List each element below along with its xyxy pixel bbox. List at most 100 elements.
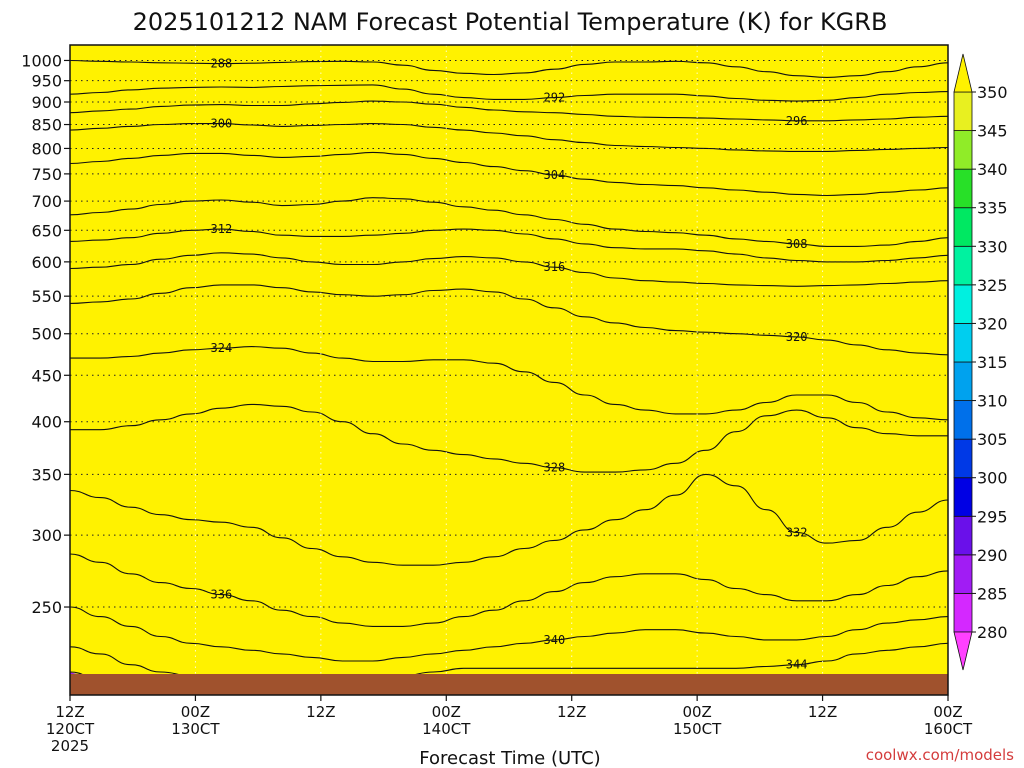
contour-label-332: 332 <box>786 526 808 540</box>
contour-label-340: 340 <box>544 633 566 647</box>
contour-label-336: 336 <box>211 588 233 602</box>
colorbar-segment-295 <box>953 477 973 517</box>
colorbar-segment-320 <box>953 284 973 324</box>
colorbar-segment-330 <box>953 207 973 247</box>
contour-line-336 <box>70 553 948 627</box>
colorbar-segment-310 <box>953 361 973 401</box>
y-tick-label-600: 600 <box>31 253 62 272</box>
x-tick-label-36-1: 00Z <box>432 703 461 721</box>
contour-label-296: 296 <box>786 114 808 128</box>
contour-line-304 <box>70 151 948 197</box>
x-tick-label-60-1: 00Z <box>682 703 711 721</box>
contour-line-320 <box>70 284 948 356</box>
colorbar-label-335: 335 <box>977 199 1008 218</box>
y-tick-label-750: 750 <box>31 165 62 184</box>
chart-title: 2025101212 NAM Forecast Potential Temper… <box>133 8 888 36</box>
contour-label-288: 288 <box>211 57 233 71</box>
colorbar-label-320: 320 <box>977 314 1008 333</box>
colorbar-segment-340 <box>953 130 973 170</box>
colorbar-segment-305 <box>953 400 973 440</box>
y-tick-label-500: 500 <box>31 325 62 344</box>
plot-frame <box>69 44 949 696</box>
contour-label-304: 304 <box>544 168 566 182</box>
y-tick-label-350: 350 <box>31 465 62 484</box>
contour-label-300: 300 <box>211 117 233 131</box>
y-tick-label-250: 250 <box>31 598 62 617</box>
contour-line-312 <box>70 228 948 263</box>
ground-band <box>70 674 948 695</box>
x-tick-label-84-2: 160CT <box>924 720 973 738</box>
colorbar-extend-bottom <box>953 631 973 671</box>
colorbar-label-330: 330 <box>977 237 1008 256</box>
colorbar-label-285: 285 <box>977 584 1008 603</box>
colorbar-label-305: 305 <box>977 430 1008 449</box>
contour-label-320: 320 <box>786 330 808 344</box>
contour-label-324: 324 <box>211 341 233 355</box>
y-tick-label-450: 450 <box>31 366 62 385</box>
colorbar-label-280: 280 <box>977 623 1008 642</box>
y-tick-label-800: 800 <box>31 139 62 158</box>
x-tick-label-84-1: 00Z <box>933 703 962 721</box>
colorbar-segment-345 <box>953 91 973 131</box>
y-tick-label-550: 550 <box>31 287 62 306</box>
y-tick-label-300: 300 <box>31 526 62 545</box>
colorbar-segment-315 <box>953 323 973 363</box>
pressure-axis: 250 300 350 400 450 500 550 600 650 700 750 800 850 9… <box>21 51 70 617</box>
colorbar-label-325: 325 <box>977 276 1008 295</box>
y-tick-label-400: 400 <box>31 413 62 432</box>
contour-label-316: 316 <box>544 260 566 274</box>
contour-line-332 <box>70 473 948 566</box>
x-tick-label-0-1: 12Z <box>55 703 84 721</box>
colorbar-label-340: 340 <box>977 160 1008 179</box>
y-tick-label-950: 950 <box>31 72 62 91</box>
contour-line-292 <box>70 84 948 102</box>
x-tick-label-0-2: 120CT <box>46 720 95 738</box>
colorbar-label-350: 350 <box>977 83 1008 102</box>
colorbar-segment-280 <box>953 593 973 633</box>
ground-below-surface <box>70 674 948 695</box>
colorbar-segment-325 <box>953 245 973 286</box>
plot-area <box>70 45 948 695</box>
colorbar: 280 285 290 295 300 305 310 315 320 325 330 335 340 3… <box>953 53 1008 671</box>
contour-label-292: 292 <box>544 91 566 105</box>
colorbar-label-315: 315 <box>977 353 1008 372</box>
credit-text: coolwx.com/models <box>866 746 1014 764</box>
contour-label-344: 344 <box>786 658 808 672</box>
colorbar-label-345: 345 <box>977 122 1008 141</box>
x-tick-label-24-1: 12Z <box>306 703 335 721</box>
y-tick-label-900: 900 <box>31 93 62 112</box>
colorbar-label-300: 300 <box>977 469 1008 488</box>
contour-labels: 288 292 296 300 304 308 312 316 320 324 328 332 336 3… <box>211 57 808 672</box>
colorbar-segment-290 <box>953 515 973 556</box>
colorbar-segment-300 <box>953 438 973 479</box>
contour-label-328: 328 <box>544 461 566 475</box>
contour-line-300 <box>70 123 948 152</box>
contour-line-296 <box>70 100 948 122</box>
y-tick-label-700: 700 <box>31 192 62 211</box>
colorbar-segment-335 <box>953 168 973 209</box>
contour-label-312: 312 <box>211 222 233 236</box>
x-tick-label-0-3: 2025 <box>51 737 89 755</box>
colorbar-segment-285 <box>953 554 973 594</box>
contour-line-308 <box>70 197 948 247</box>
y-tick-label-850: 850 <box>31 116 62 135</box>
y-tick-label-1000: 1000 <box>21 51 62 70</box>
colorbar-extend-top <box>953 53 973 93</box>
x-tick-label-12-1: 00Z <box>181 703 210 721</box>
contour-line-324 <box>70 346 948 421</box>
x-tick-label-60-2: 150CT <box>673 720 722 738</box>
colorbar-label-290: 290 <box>977 546 1008 565</box>
colorbar-label-295: 295 <box>977 507 1008 526</box>
filled-contours <box>70 45 948 695</box>
contour-line-288 <box>70 59 948 78</box>
x-axis-label: Forecast Time (UTC) <box>419 748 600 768</box>
contour-line-340 <box>70 606 948 662</box>
colorbar-label-310: 310 <box>977 392 1008 411</box>
x-tick-label-48-1: 12Z <box>557 703 586 721</box>
x-tick-label-72-1: 12Z <box>808 703 837 721</box>
x-tick-label-36-2: 140CT <box>422 720 471 738</box>
grid-lines <box>70 45 948 695</box>
x-tick-label-12-2: 130CT <box>171 720 220 738</box>
